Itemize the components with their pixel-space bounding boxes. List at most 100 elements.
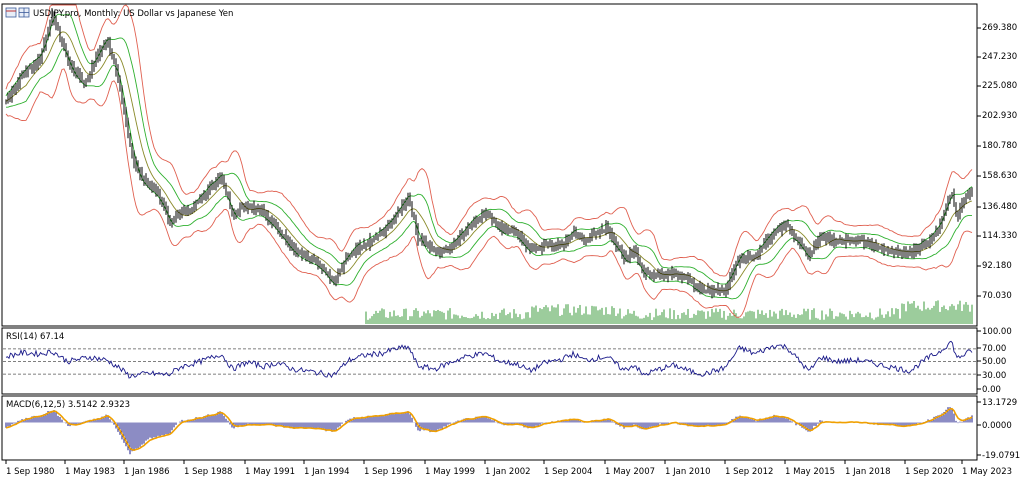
volume-bar	[477, 315, 479, 324]
volume-bar	[969, 311, 971, 324]
volume-bar	[829, 308, 831, 324]
volume-bar	[739, 318, 741, 324]
volume-bar	[505, 315, 507, 324]
price-tick: 247.230	[982, 52, 1017, 62]
volume-bar	[535, 305, 537, 324]
volume-bar	[665, 317, 667, 324]
macd-axis: 13.1729 0.0000 -19.0791	[982, 398, 1020, 461]
volume-bar	[955, 309, 957, 324]
rsi-tick: 30.00	[982, 371, 1006, 381]
volume-bar	[875, 317, 877, 324]
price-tick: 225.080	[982, 81, 1017, 91]
volume-bar	[717, 311, 719, 324]
volume-bar	[867, 316, 869, 324]
volume-bar	[649, 312, 651, 324]
volume-bar	[573, 306, 575, 324]
volume-bar	[733, 309, 735, 324]
volume-bar	[953, 305, 955, 324]
volume-bar	[369, 318, 371, 324]
volume-bar	[893, 314, 895, 324]
volume-bar	[905, 311, 907, 324]
time-tick: 1 May 1983	[65, 467, 115, 477]
volume-bar	[845, 316, 847, 324]
volume-bar	[597, 310, 599, 324]
volume-bar	[379, 310, 381, 324]
volume-bar	[927, 307, 929, 324]
volume-bar	[713, 312, 715, 324]
volume-bar	[617, 313, 619, 324]
volume-bar	[743, 316, 745, 324]
volume-bar	[601, 307, 603, 324]
volume-bar	[783, 315, 785, 324]
volume-bar	[933, 305, 935, 324]
time-tick: 1 Sep 2020	[905, 467, 953, 477]
volume-bar	[669, 308, 671, 324]
volume-bar	[495, 313, 497, 324]
chart-icons[interactable]	[5, 7, 30, 18]
volume-bar	[633, 310, 635, 324]
volume-bar	[823, 319, 825, 324]
volume-bar	[583, 313, 585, 324]
main-price-pane[interactable]	[1, 3, 978, 327]
volume-bar	[833, 318, 835, 324]
macd-tick: 13.1729	[982, 398, 1017, 408]
volume-bar	[923, 301, 925, 324]
time-axis: 1 Sep 1980 1 May 1983 1 Jan 1986 1 Sep 1…	[6, 467, 1012, 477]
volume-bar	[391, 316, 393, 324]
time-tick: 1 Sep 2012	[725, 467, 773, 477]
volume-bar	[521, 319, 523, 324]
moving-average-line	[5, 31, 973, 292]
chart-window-icon[interactable]	[5, 7, 17, 18]
volume-bar	[365, 311, 367, 324]
volume-bar	[841, 313, 843, 324]
volume-bar	[595, 306, 597, 324]
volume-bar	[421, 315, 423, 324]
volume-bar	[879, 308, 881, 324]
volume-bar	[605, 307, 607, 324]
macd-tick: -19.0791	[982, 451, 1020, 461]
volume-bar	[861, 317, 863, 324]
volume-bar	[453, 314, 455, 324]
volume-bar	[757, 309, 759, 324]
rsi-title: RSI(14) 67.14	[6, 332, 64, 342]
rsi-tick: 100.00	[982, 327, 1012, 337]
volume-bar	[437, 309, 439, 324]
volume-bar	[383, 309, 385, 324]
volume-bar	[415, 308, 417, 324]
volume-bar	[887, 311, 889, 324]
bollinger-bands	[5, 4, 973, 318]
volume-bar	[587, 314, 589, 324]
volume-bar	[835, 316, 837, 324]
volume-bar	[671, 319, 673, 324]
volume-bar	[613, 307, 615, 324]
volume-bar	[917, 305, 919, 324]
volume-bar	[513, 309, 515, 324]
volume-bar	[899, 318, 901, 324]
volume-bar	[575, 312, 577, 324]
volume-bar	[565, 304, 567, 324]
volume-bar	[641, 318, 643, 324]
volume-bar	[603, 314, 605, 324]
volume-bar	[959, 300, 961, 324]
macd-title: MACD(6,12,5) 3.5142 2.9323	[6, 400, 130, 410]
volume-bar	[469, 318, 471, 324]
volume-bar	[591, 305, 593, 324]
volume-bar	[747, 311, 749, 324]
volume-bar	[661, 312, 663, 324]
volume-bar	[769, 309, 771, 324]
volume-bar	[479, 318, 481, 324]
volume-bar	[639, 318, 641, 324]
volume-bar	[943, 305, 945, 324]
volume-bar	[793, 314, 795, 324]
volume-bar	[481, 311, 483, 324]
volume-bar	[947, 310, 949, 324]
volume-bar	[537, 311, 539, 324]
volume-bar	[679, 318, 681, 324]
volume-bar	[651, 319, 653, 324]
time-tick: 1 Sep 2004	[544, 467, 592, 477]
volume-bar	[939, 311, 941, 324]
volume-bar	[741, 318, 743, 324]
rsi-pane[interactable]	[1, 327, 978, 395]
volume-bar	[935, 301, 937, 324]
